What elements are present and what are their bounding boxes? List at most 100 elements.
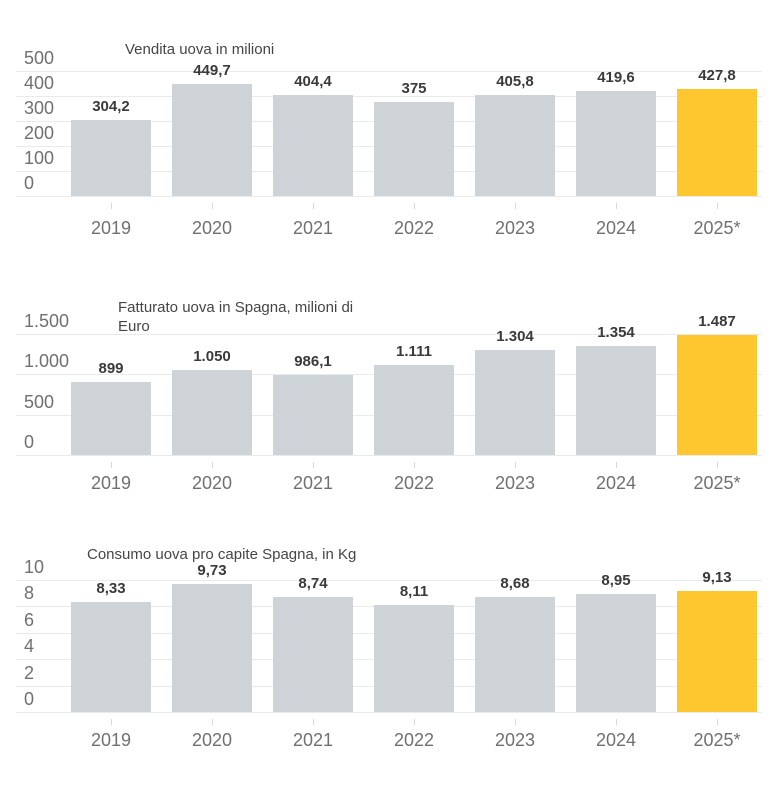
x-axis-label: 2024 [595,218,637,238]
gridline [16,580,762,581]
y-axis-label: 400 [24,73,55,93]
chart-title: Fatturato uova in Spagna, milioni di Eur… [118,299,354,335]
bar-value-label: 1.050 [193,348,231,365]
x-axis-tick [414,462,415,468]
bar-highlighted [677,89,757,196]
bar-value-label: 1.487 [698,313,736,330]
bar [576,91,656,196]
x-axis-label: 2021 [292,473,334,493]
bar-value-label: 405,8 [496,73,534,90]
x-axis-tick [212,719,213,725]
x-axis-label: 2023 [494,730,536,750]
bar [576,594,656,712]
x-axis-tick [717,719,718,725]
x-axis-label: 2022 [393,218,435,238]
bar [172,84,252,196]
x-axis-label: 2020 [191,218,233,238]
y-axis-label: 200 [24,123,55,143]
bar [172,584,252,712]
x-axis-tick [616,719,617,725]
bar-value-label: 304,2 [92,98,130,115]
x-axis-tick [414,719,415,725]
x-axis-tick [414,203,415,209]
gridline [16,71,762,72]
bar-value-label: 899 [98,360,124,377]
bar [172,370,252,455]
x-axis-tick [111,203,112,209]
bar-value-label: 9,73 [197,562,227,579]
x-axis-label: 2019 [90,473,132,493]
bar [71,602,151,712]
x-axis-label: 2021 [292,218,334,238]
y-axis-label: 0 [24,173,35,193]
chart-fatturato-uova: Fatturato uova in Spagna, milioni di Eur… [0,290,778,502]
chart-title: Vendita uova in milioni [125,41,275,58]
chart-vendita-uova: Vendita uova in milioni 0 100 200 300 400 500… [0,30,778,245]
y-axis-label: 500 [24,392,55,412]
bar-value-label: 8,74 [298,575,328,592]
bar-value-label: 449,7 [193,62,231,79]
bar-value-label: 8,95 [601,572,631,589]
y-axis-label: 8 [24,583,35,603]
y-axis-label: 0 [24,432,35,452]
x-axis-label: 2022 [393,473,435,493]
x-axis-label: 2023 [494,473,536,493]
y-axis-label: 2 [24,663,35,683]
bar [374,605,454,712]
bar-value-label: 375 [401,80,427,97]
gridline [16,712,762,713]
bar [273,95,353,196]
x-axis-tick [717,462,718,468]
chart-consumo-uova: Consumo uova pro capite Spagna, in Kg 0 2… [0,535,778,760]
x-axis-tick [515,462,516,468]
gridline [16,334,762,335]
bar-value-label: 8,33 [96,580,126,597]
bar [374,365,454,455]
x-axis-label: 2019 [90,730,132,750]
bar [273,597,353,712]
bar-value-label: 419,6 [597,69,635,86]
x-axis-label: 2025* [693,473,741,493]
x-axis-label: 2022 [393,730,435,750]
x-axis-label: 2020 [191,473,233,493]
bar-value-label: 8,68 [500,575,530,592]
x-axis-label: 2023 [494,218,536,238]
gridline [16,455,762,456]
bar-value-label: 986,1 [294,353,332,370]
y-axis-label: 6 [24,610,35,630]
x-axis-tick [515,203,516,209]
x-axis-tick [717,203,718,209]
y-axis-label: 500 [24,48,55,68]
bar [71,382,151,455]
chart-title: Consumo uova pro capite Spagna, in Kg [87,546,357,563]
y-axis-label: 1.000 [24,351,70,371]
x-axis-tick [111,719,112,725]
x-axis-label: 2024 [595,730,637,750]
bar [273,375,353,455]
x-axis-tick [212,462,213,468]
bar [475,597,555,712]
gridline [16,196,762,197]
bar-value-label: 9,13 [702,569,732,586]
x-axis-label: 2020 [191,730,233,750]
y-axis-label: 300 [24,98,55,118]
bar-value-label: 427,8 [698,67,736,84]
y-axis-label: 0 [24,689,35,709]
bar [475,350,555,455]
bar-value-label: 1.304 [496,328,534,345]
bar-highlighted [677,591,757,712]
x-axis-tick [212,203,213,209]
bar [374,102,454,196]
x-axis-tick [515,719,516,725]
bar [576,346,656,455]
y-axis-label: 10 [24,557,45,577]
x-axis-tick [313,719,314,725]
y-axis-label: 1.500 [24,311,70,331]
x-axis-tick [313,462,314,468]
bar-value-label: 1.354 [597,324,635,341]
y-axis-label: 100 [24,148,55,168]
bar [71,120,151,196]
x-axis-tick [616,462,617,468]
bar-highlighted [677,335,757,455]
